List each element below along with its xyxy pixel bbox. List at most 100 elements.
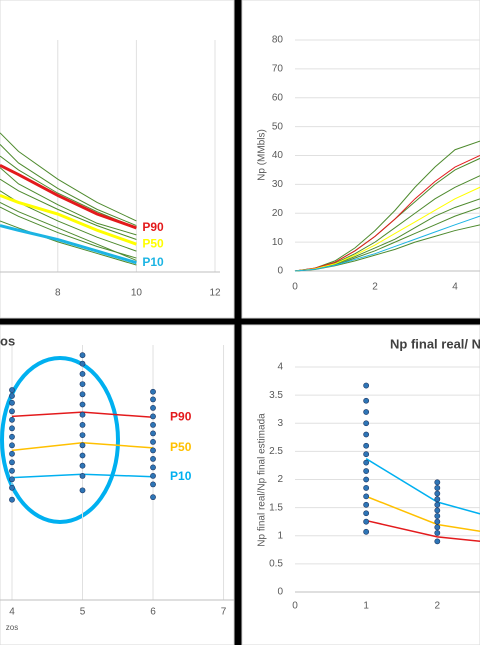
data-point (150, 481, 156, 488)
data-point (79, 370, 86, 377)
data-point (363, 528, 370, 535)
series-label: P10 (142, 255, 164, 269)
x-tick-label: 12 (209, 288, 221, 299)
chart: 8 10 12 P90 P50 P10 (0, 40, 221, 299)
series-line (0, 132, 137, 222)
data-point (150, 396, 156, 403)
data-point (363, 431, 370, 438)
y-tick-label: 0 (277, 587, 283, 598)
series-line (365, 519, 480, 543)
series-line (0, 201, 137, 261)
data-point (150, 472, 156, 479)
data-point (150, 464, 156, 471)
y-tick-label: 20 (272, 208, 284, 219)
x-tick-label: 2 (372, 282, 378, 293)
series-label: P90 (142, 220, 164, 234)
data-point (9, 425, 15, 432)
data-point (434, 530, 441, 536)
data-point (434, 496, 441, 503)
data-point (363, 442, 370, 449)
y-tick-label: 0 (277, 266, 283, 277)
chart: 4 5 6 7 os zos P90 P50 P10 (0, 333, 234, 632)
y-axis-label: Np final real/Np final estimada (257, 413, 268, 547)
data-point (79, 381, 86, 387)
series-line (294, 186, 480, 272)
data-point (9, 496, 15, 503)
data-point (363, 510, 370, 517)
data-point (9, 408, 15, 415)
x-tick-label: 4 (452, 282, 458, 293)
y-tick-label: 3.5 (269, 390, 283, 401)
data-point (363, 485, 370, 491)
data-point (150, 413, 156, 420)
y-tick-label: 30 (272, 179, 284, 190)
data-point (79, 411, 86, 418)
data-point (9, 450, 15, 457)
x-tick-label: 4 (9, 607, 15, 618)
y-axis-label: Np (MMbls) (257, 129, 268, 181)
x-axis-label: zos (6, 623, 18, 632)
data-point (363, 382, 370, 389)
data-point (150, 388, 156, 395)
data-point (79, 432, 86, 438)
series-line (0, 178, 137, 240)
highlight-ellipse (0, 356, 120, 524)
series-line (294, 155, 480, 272)
series-line (0, 163, 137, 230)
panel (0, 324, 235, 645)
series-label: P10 (170, 469, 192, 483)
data-point (9, 459, 15, 466)
data-point (79, 401, 86, 408)
series-line (0, 144, 137, 227)
y-tick-label: 2.5 (269, 446, 283, 457)
y-tick-label: 40 (272, 150, 284, 161)
data-point (150, 438, 156, 445)
y-tick-label: 3 (277, 418, 283, 429)
chart-title: os (0, 333, 15, 348)
data-point (150, 494, 156, 501)
data-point (434, 485, 441, 491)
y-tick-label: 60 (272, 92, 284, 103)
x-tick-label: 0 (292, 282, 298, 293)
data-point (9, 399, 15, 406)
data-point (363, 451, 370, 458)
y-tick-label: 70 (272, 64, 284, 75)
data-point (9, 433, 15, 440)
data-point (9, 393, 15, 399)
data-point (9, 467, 15, 474)
data-point (363, 420, 370, 427)
data-point (9, 476, 15, 483)
chart: 0 1 2 0 0.5 1 1.5 2 2.5 3 3.5 4 Np final real/ N Np f… (257, 336, 480, 612)
data-point (363, 518, 370, 525)
y-tick-label: 80 (272, 35, 284, 46)
y-tick-label: 10 (272, 237, 284, 248)
series-line (0, 167, 137, 236)
series-line (294, 140, 480, 272)
x-tick-label: 5 (80, 607, 86, 618)
x-tick-label: 6 (150, 607, 156, 618)
data-point (79, 391, 86, 398)
series-line (0, 206, 137, 259)
y-tick-label: 2 (277, 474, 283, 485)
data-point (9, 442, 15, 449)
data-point (363, 397, 370, 404)
data-point (434, 524, 441, 531)
data-point (434, 501, 441, 508)
data-point (363, 476, 370, 483)
x-tick-label: 1 (363, 601, 369, 612)
data-point (150, 430, 156, 437)
x-tick-label: 7 (221, 607, 227, 618)
data-point (9, 387, 15, 393)
data-point (363, 409, 370, 415)
data-point (434, 479, 441, 486)
series-label: P50 (142, 236, 164, 250)
y-tick-label: 0.5 (269, 559, 283, 570)
series-line (0, 220, 137, 266)
series-line (294, 215, 480, 272)
chart-title: Np final real/ N (390, 336, 480, 351)
data-point (79, 352, 86, 359)
x-tick-label: 2 (435, 601, 441, 612)
data-point (434, 490, 441, 497)
